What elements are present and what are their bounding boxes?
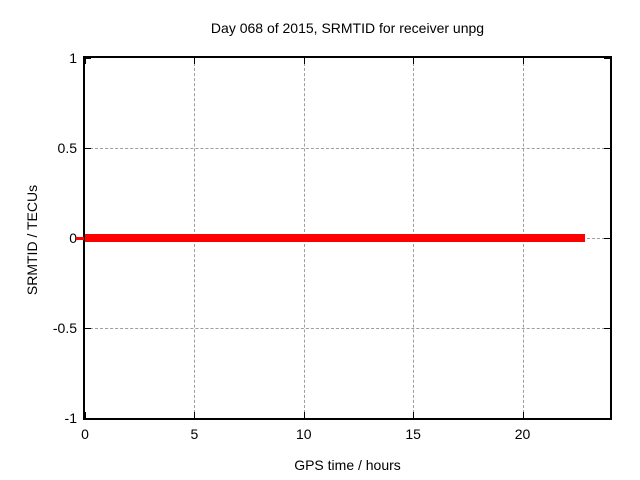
x-axis-label: GPS time / hours: [294, 457, 401, 473]
y-gridline: [85, 328, 610, 329]
y-tick-right: [604, 238, 610, 239]
data-series-line: [85, 234, 585, 242]
y-tick-left: [85, 58, 91, 59]
x-tick-top: [85, 58, 86, 64]
x-tick-bottom: [522, 412, 524, 418]
y-tick-label: 0: [69, 230, 77, 246]
y-tick-left: [85, 328, 91, 329]
x-tick-label: 15: [405, 426, 421, 442]
zero-tick-red: [76, 237, 84, 240]
y-tick-label: -0.5: [52, 320, 77, 336]
x-tick-top: [303, 58, 305, 64]
x-tick-bottom: [194, 412, 196, 418]
y-tick-right: [604, 328, 610, 329]
y-tick-label: 1: [69, 50, 77, 66]
plot-area: [83, 56, 612, 420]
y-tick-right: [604, 58, 610, 59]
y-tick-left: [85, 148, 91, 149]
x-tick-bottom: [303, 412, 305, 418]
x-tick-bottom: [85, 412, 86, 418]
x-tick-bottom: [413, 412, 415, 418]
y-tick-left: [85, 418, 91, 419]
x-tick-label: 0: [81, 426, 89, 442]
x-tick-top: [413, 58, 415, 64]
y-gridline: [85, 148, 610, 149]
y-tick-label: 0.5: [57, 140, 77, 156]
y-tick-right: [604, 418, 610, 419]
chart-title: Day 068 of 2015, SRMTID for receiver unp…: [210, 20, 485, 36]
y-tick-label: -1: [64, 410, 77, 426]
x-tick-top: [194, 58, 196, 64]
x-tick-label: 5: [190, 426, 199, 442]
x-tick-top: [522, 58, 524, 64]
x-tick-label: 20: [514, 426, 531, 442]
y-tick-right: [604, 148, 610, 149]
x-tick-label: 10: [295, 426, 312, 442]
